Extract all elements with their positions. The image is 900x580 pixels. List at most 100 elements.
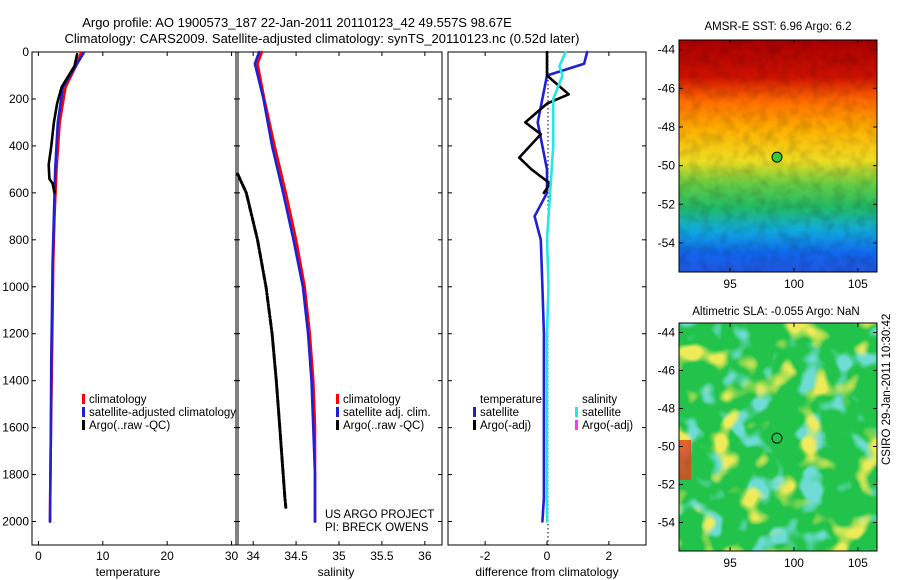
legend-swatch-climatology	[82, 394, 85, 404]
legend-label-satellite: satellite adj. clim.	[343, 407, 431, 419]
x-tick-label: 36	[418, 549, 432, 563]
series-line-argo-raw-qc	[236, 172, 288, 509]
x-tick-label: 2	[606, 549, 613, 563]
map-x-tick-label: 100	[784, 277, 804, 291]
map-y-tick-label: -48	[658, 402, 676, 416]
sst-map-y-ticks: -44 -46 -48 -50 -52 -54	[658, 43, 877, 250]
x-tick-label: 35.5	[370, 549, 394, 563]
argo-float-marker	[771, 432, 783, 444]
side-timestamp-label: CSIRO 29-Jan-2011 10:30:42	[881, 314, 893, 465]
difference-panel: -2 0 2 difference from climatology tempera…	[447, 50, 647, 579]
temperature-x-label: temperature	[96, 565, 161, 579]
legend-heading-temperature: temperature	[480, 394, 542, 406]
map-y-tick-label: -46	[658, 364, 676, 378]
legend-swatch-satellite	[82, 407, 85, 417]
figure-title-line2: Climatology: CARS2009. Satellite-adjuste…	[65, 31, 580, 46]
salinity-series	[236, 50, 317, 523]
map-x-tick-label: 95	[723, 556, 737, 570]
sla-map-panel: Altimetric SLA: -0.055 Argo: NaN -44 -46 -…	[658, 306, 878, 570]
map-x-tick-label: 105	[848, 556, 868, 570]
sst-map-x-ticks: 95 100 105	[723, 40, 868, 291]
y-tick-label: 2000	[2, 515, 29, 529]
legend-label-temp-argo: Argo(-adj)	[480, 420, 531, 432]
salinity-y-ticks	[236, 51, 442, 523]
x-tick-label: 34.5	[284, 549, 308, 563]
difference-y-ticks	[448, 51, 646, 523]
legend-label-climatology: climatology	[89, 394, 147, 406]
sla-map-title: Altimetric SLA: -0.055 Argo: NaN	[692, 306, 859, 318]
sla-extreme-anomaly	[679, 440, 691, 480]
x-tick-label: 0	[544, 549, 551, 563]
sla-map-x-ticks: 95 100 105	[723, 323, 868, 570]
salinity-x-label: salinity	[318, 565, 355, 579]
map-x-tick-label: 105	[848, 277, 868, 291]
x-tick-label: 30	[225, 549, 239, 563]
legend-label-climatology: climatology	[343, 394, 401, 406]
salinity-x-ticks: 34 34.5 35 35.5 36	[246, 52, 432, 563]
legend-swatch-sal-satellite	[575, 407, 578, 417]
map-y-tick-label: -48	[658, 120, 676, 134]
x-tick-label: 0	[35, 549, 42, 563]
y-tick-label: 800	[9, 233, 29, 247]
map-y-tick-label: -44	[658, 43, 676, 57]
temperature-x-ticks: 0 10 20 30	[35, 52, 239, 563]
salinity-legend: climatology satellite adj. clim. Argo(..…	[336, 394, 431, 432]
y-tick-label: 400	[9, 139, 29, 153]
x-tick-label: 34	[246, 549, 260, 563]
salinity-panel: 34 34.5 35 35.5 36 salinity climatology sate…	[235, 50, 443, 579]
figure-title-line1: Argo profile: AO 1900573_187 22-Jan-2011…	[82, 15, 512, 30]
map-y-tick-label: -44	[658, 326, 676, 340]
legend-label-sal-satellite: satellite	[582, 407, 621, 419]
sla-map-frame	[678, 322, 878, 552]
y-tick-label: 1400	[2, 374, 29, 388]
legend-swatch-argo	[336, 420, 339, 430]
map-y-tick-label: -46	[658, 81, 676, 95]
sst-map-title: AMSR-E SST: 6.96 Argo: 6.2	[704, 21, 851, 33]
map-y-tick-label: -50	[658, 159, 676, 173]
y-tick-label: 1200	[2, 327, 29, 341]
difference-legend: temperature satellite Argo(-adj) salinit…	[473, 394, 633, 432]
x-tick-label: 10	[96, 549, 110, 563]
y-tick-label: 1800	[2, 468, 29, 482]
legend-swatch-temp-argo	[473, 420, 476, 430]
legend-swatch-satellite	[336, 407, 339, 417]
difference-x-label: difference from climatology	[475, 565, 618, 579]
series-line-satellite-adj-clim	[253, 50, 317, 523]
series-line-salinity-satellite	[545, 50, 567, 523]
legend-swatch-sal-argo	[575, 420, 578, 430]
legend-label-argo: Argo(..raw -QC)	[89, 420, 170, 432]
legend-heading-salinity: salinity	[582, 394, 617, 406]
legend-label-sal-argo: Argo(-adj)	[582, 420, 633, 432]
x-tick-label: -2	[480, 549, 491, 563]
legend-label-satellite: satellite-adjusted climatology	[89, 407, 236, 419]
temperature-legend: climatology satellite-adjusted climatolo…	[82, 394, 236, 432]
series-line-temperature-argo-adj	[517, 50, 571, 195]
map-y-tick-label: -50	[658, 440, 676, 454]
map-y-tick-label: -54	[658, 236, 676, 250]
legend-label-temp-satellite: satellite	[480, 407, 519, 419]
difference-series	[517, 50, 589, 523]
y-tick-label: 1000	[2, 280, 29, 294]
series-line-argo-raw-qc	[47, 52, 79, 195]
temperature-y-ticks: 0 200 400 600 800 1000 1200 1400 1600 1800 2000	[2, 45, 238, 529]
legend-label-argo: Argo(..raw -QC)	[343, 420, 424, 432]
series-line-temperature-satellite	[533, 50, 589, 523]
legend-swatch-temp-satellite	[473, 407, 476, 417]
sst-map-panel: AMSR-E SST: 6.96 Argo: 6.2 -44 -46 -48 -50 -…	[658, 21, 878, 291]
y-tick-label: 200	[9, 92, 29, 106]
temperature-axes-frame	[31, 51, 239, 546]
x-tick-label: 20	[161, 549, 175, 563]
y-tick-label: 600	[9, 186, 29, 200]
map-y-tick-label: -54	[658, 516, 676, 530]
map-y-tick-label: -52	[658, 478, 676, 492]
project-annotation: US ARGO PROJECT	[325, 509, 434, 521]
argo-float-marker	[771, 151, 783, 163]
legend-swatch-climatology	[336, 394, 339, 404]
temperature-series	[47, 51, 85, 523]
temperature-panel: 0 200 400 600 800 1000 1200 1400 1600 1800 2000 0 1…	[2, 45, 238, 579]
map-x-tick-label: 95	[723, 277, 737, 291]
y-tick-label: 0	[22, 45, 29, 59]
y-tick-label: 1600	[2, 421, 29, 435]
pi-annotation: PI: BRECK OWENS	[325, 522, 429, 534]
